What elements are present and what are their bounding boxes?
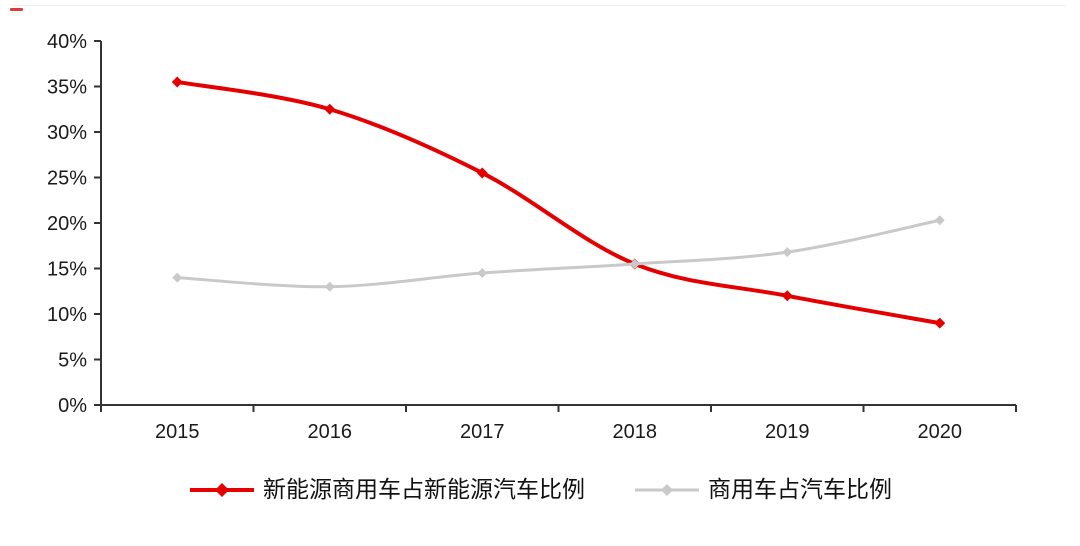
data-point-marker [324, 103, 336, 115]
line-chart-plot: 0% 5% 10% 15% 20% 25% 30% 35% 40% 2015 2016 2017 201… [47, 31, 1017, 443]
y-axis-tick-label: 35% [47, 77, 87, 99]
gray-line-diamond-icon [635, 483, 699, 496]
data-point-marker [324, 281, 335, 292]
y-axis-tick-label: 10% [47, 304, 87, 326]
y-axis-tick-label: 30% [47, 122, 87, 144]
legend-label-commercial-share: 商用车占汽车比例 [708, 476, 892, 502]
x-axis-tick-label: 2015 [155, 421, 200, 443]
y-axis-tick-label: 25% [47, 168, 87, 190]
y-axis-tick-label: 40% [47, 31, 87, 53]
data-point-marker [477, 268, 488, 279]
series-line-0 [175, 79, 942, 326]
data-point-marker [934, 317, 946, 329]
axis-lines [100, 41, 1016, 406]
x-axis-tick-label: 2019 [765, 421, 810, 443]
x-axis-tick-label: 2017 [460, 421, 505, 443]
x-axis-tick-label: 2018 [613, 421, 658, 443]
legend-item-commercial-share: 商用车占汽车比例 [633, 476, 892, 504]
chart-legend: 新能源商用车占新能源汽车比例 商用车占汽车比例 [0, 476, 1080, 504]
data-point-marker [934, 215, 945, 226]
top-left-red-dash [10, 8, 23, 11]
y-axis-tick-label: 0% [58, 395, 87, 417]
data-point-marker [781, 290, 793, 302]
data-point-marker [171, 76, 183, 88]
series-line-1 [175, 218, 942, 289]
data-point-marker [629, 258, 640, 269]
top-border-line [13, 5, 1066, 6]
legend-item-nev-commercial-share: 新能源商用车占新能源汽车比例 [188, 476, 585, 504]
red-line-diamond-icon [190, 482, 254, 497]
data-point-marker [476, 167, 488, 179]
data-point-marker [172, 272, 183, 283]
x-axis-tick-label: 2020 [918, 421, 963, 443]
y-axis-tick-label: 5% [58, 350, 87, 372]
y-axis-tick-label: 15% [47, 259, 87, 281]
data-point-marker [782, 247, 793, 258]
y-axis-tick-label: 20% [47, 213, 87, 235]
legend-label-nev-commercial-share: 新能源商用车占新能源汽车比例 [263, 476, 585, 502]
x-axis-tick-label: 2016 [308, 421, 353, 443]
